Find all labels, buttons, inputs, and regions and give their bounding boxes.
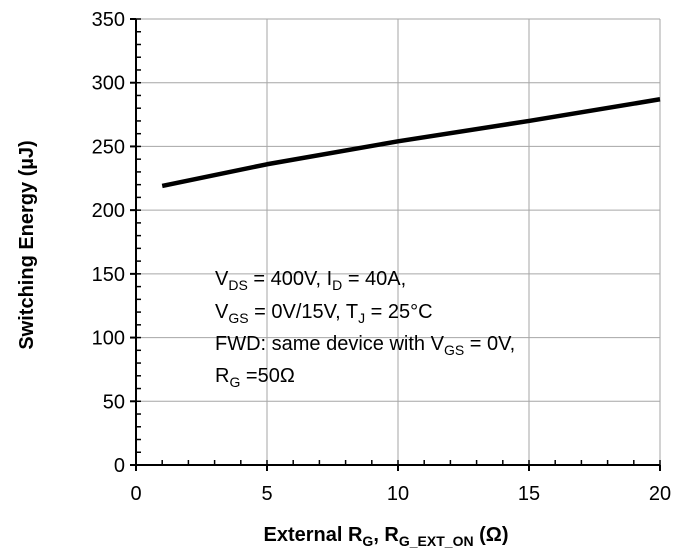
annotation-line-2: VGS = 0V/15V, TJ = 25°C [215,301,433,326]
annotation-line-1: VDS = 400V, ID = 40A, [215,268,406,293]
x-tick-label: 5 [261,483,272,505]
y-tick-label: 300 [92,73,125,95]
y-tick-label: 50 [103,391,125,413]
annotation-line-3: FWD: same device with VGS = 0V, [215,333,515,358]
y-tick-label: 100 [92,328,125,350]
y-tick-label: 0 [114,455,125,477]
annotation-line-4: RG =50Ω [215,365,295,390]
x-tick-label: 0 [130,483,141,505]
y-tick-labels: 0 50 100 150 200 250 300 350 [92,9,125,477]
y-tick-label: 150 [92,264,125,286]
x-tick-labels: 0 5 10 15 20 [130,483,671,505]
y-tick-label: 250 [92,136,125,158]
minor-ticks [130,18,661,471]
annotation: VDS = 400V, ID = 40A, VGS = 0V/15V, TJ =… [215,268,515,390]
axes [135,19,660,466]
series [161,97,661,189]
x-tick-label: 20 [649,483,671,505]
grid [136,18,661,465]
y-tick-label: 200 [92,200,125,222]
y-tick-label: 350 [92,9,125,31]
series-line [161,97,661,189]
x-tick-label: 10 [387,483,409,505]
y-axis-title: Switching Energy (µJ) [16,140,38,349]
x-tick-label: 15 [518,483,540,505]
x-axis-title: External RG, RG_EXT_ON (Ω) [263,524,508,549]
